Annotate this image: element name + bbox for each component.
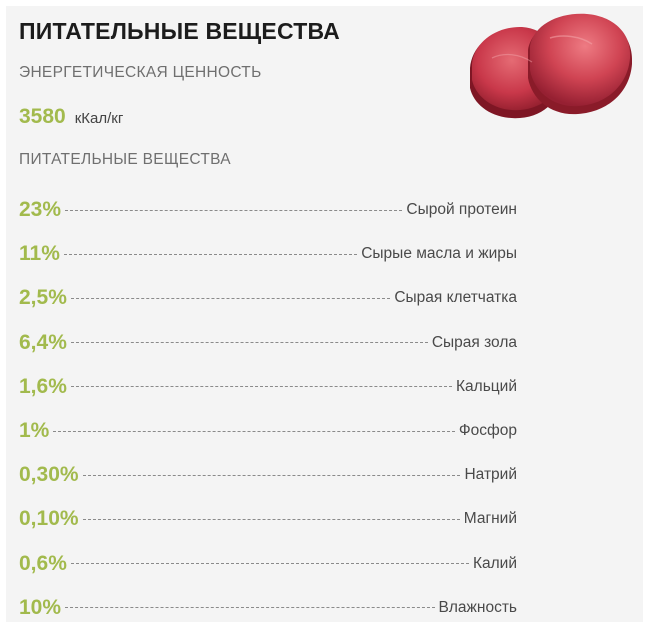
nutrition-card: ПИТАТЕЛЬНЫЕ ВЕЩЕСТВА ЭНЕРГЕТИЧЕСКАЯ ЦЕНН… [6, 6, 643, 622]
nutrient-value: 11% [19, 242, 60, 266]
nutrient-value: 6,4% [19, 330, 67, 354]
page-title: ПИТАТЕЛЬНЫЕ ВЕЩЕСТВА [19, 18, 340, 44]
dotted-leader [63, 253, 358, 255]
energy-heading: ЭНЕРГЕТИЧЕСКАЯ ЦЕННОСТЬ [19, 64, 262, 81]
dotted-leader [70, 386, 453, 388]
dotted-leader [70, 563, 469, 565]
list-item: 0,6% Калий [19, 542, 517, 586]
nutrient-label: Влажность [438, 598, 517, 616]
nutrient-value: 0,6% [19, 551, 67, 575]
nutrient-label: Сырые масла и жиры [361, 245, 517, 263]
energy-unit: кКал/кг [74, 110, 124, 127]
nutrient-value: 0,10% [19, 507, 79, 531]
list-item: 6,4% Сырая зола [19, 321, 517, 365]
list-item: 1,6% Кальций [19, 365, 517, 409]
nutrient-value: 23% [19, 198, 62, 222]
list-item: 0,10% Магний [19, 497, 517, 541]
nutrients-heading: ПИТАТЕЛЬНЫЕ ВЕЩЕСТВА [19, 151, 231, 168]
nutrient-label: Магний [463, 510, 517, 528]
list-item: 0,30% Натрий [19, 453, 517, 497]
nutrient-label: Кальций [456, 377, 517, 395]
energy-value-row: 3580 кКал/кг [19, 105, 123, 129]
list-item: 2,5% Сырая клетчатка [19, 276, 517, 320]
list-item: 10% Влажность [19, 586, 517, 630]
energy-value: 3580 [19, 105, 66, 128]
dotted-leader [82, 474, 461, 476]
nutrient-label: Сырая зола [431, 333, 517, 351]
nutrient-value: 2,5% [19, 286, 67, 310]
nutrient-label: Сырой протеин [406, 201, 517, 219]
list-item: 1% Фосфор [19, 409, 517, 453]
dotted-leader [65, 607, 435, 609]
dotted-leader [65, 209, 403, 211]
list-item: 23% Сырой протеин [19, 188, 517, 232]
nutrient-label: Калий [472, 554, 517, 572]
dotted-leader [82, 518, 460, 520]
nutrient-value: 0,30% [19, 463, 79, 487]
nutrient-value: 10% [19, 595, 62, 619]
nutrient-label: Сырая клетчатка [394, 289, 517, 307]
dotted-leader [70, 342, 428, 344]
nutrient-value: 1% [19, 419, 50, 443]
nutrient-value: 1,6% [19, 374, 67, 398]
raw-meat-steak-image [470, 13, 633, 119]
nutrient-label: Фосфор [458, 422, 517, 440]
nutrient-list: 23% Сырой протеин 11% Сырые масла и жиры… [19, 188, 517, 630]
dotted-leader [70, 297, 391, 299]
nutrient-label: Натрий [464, 466, 517, 484]
list-item: 11% Сырые масла и жиры [19, 232, 517, 276]
dotted-leader [53, 430, 455, 432]
